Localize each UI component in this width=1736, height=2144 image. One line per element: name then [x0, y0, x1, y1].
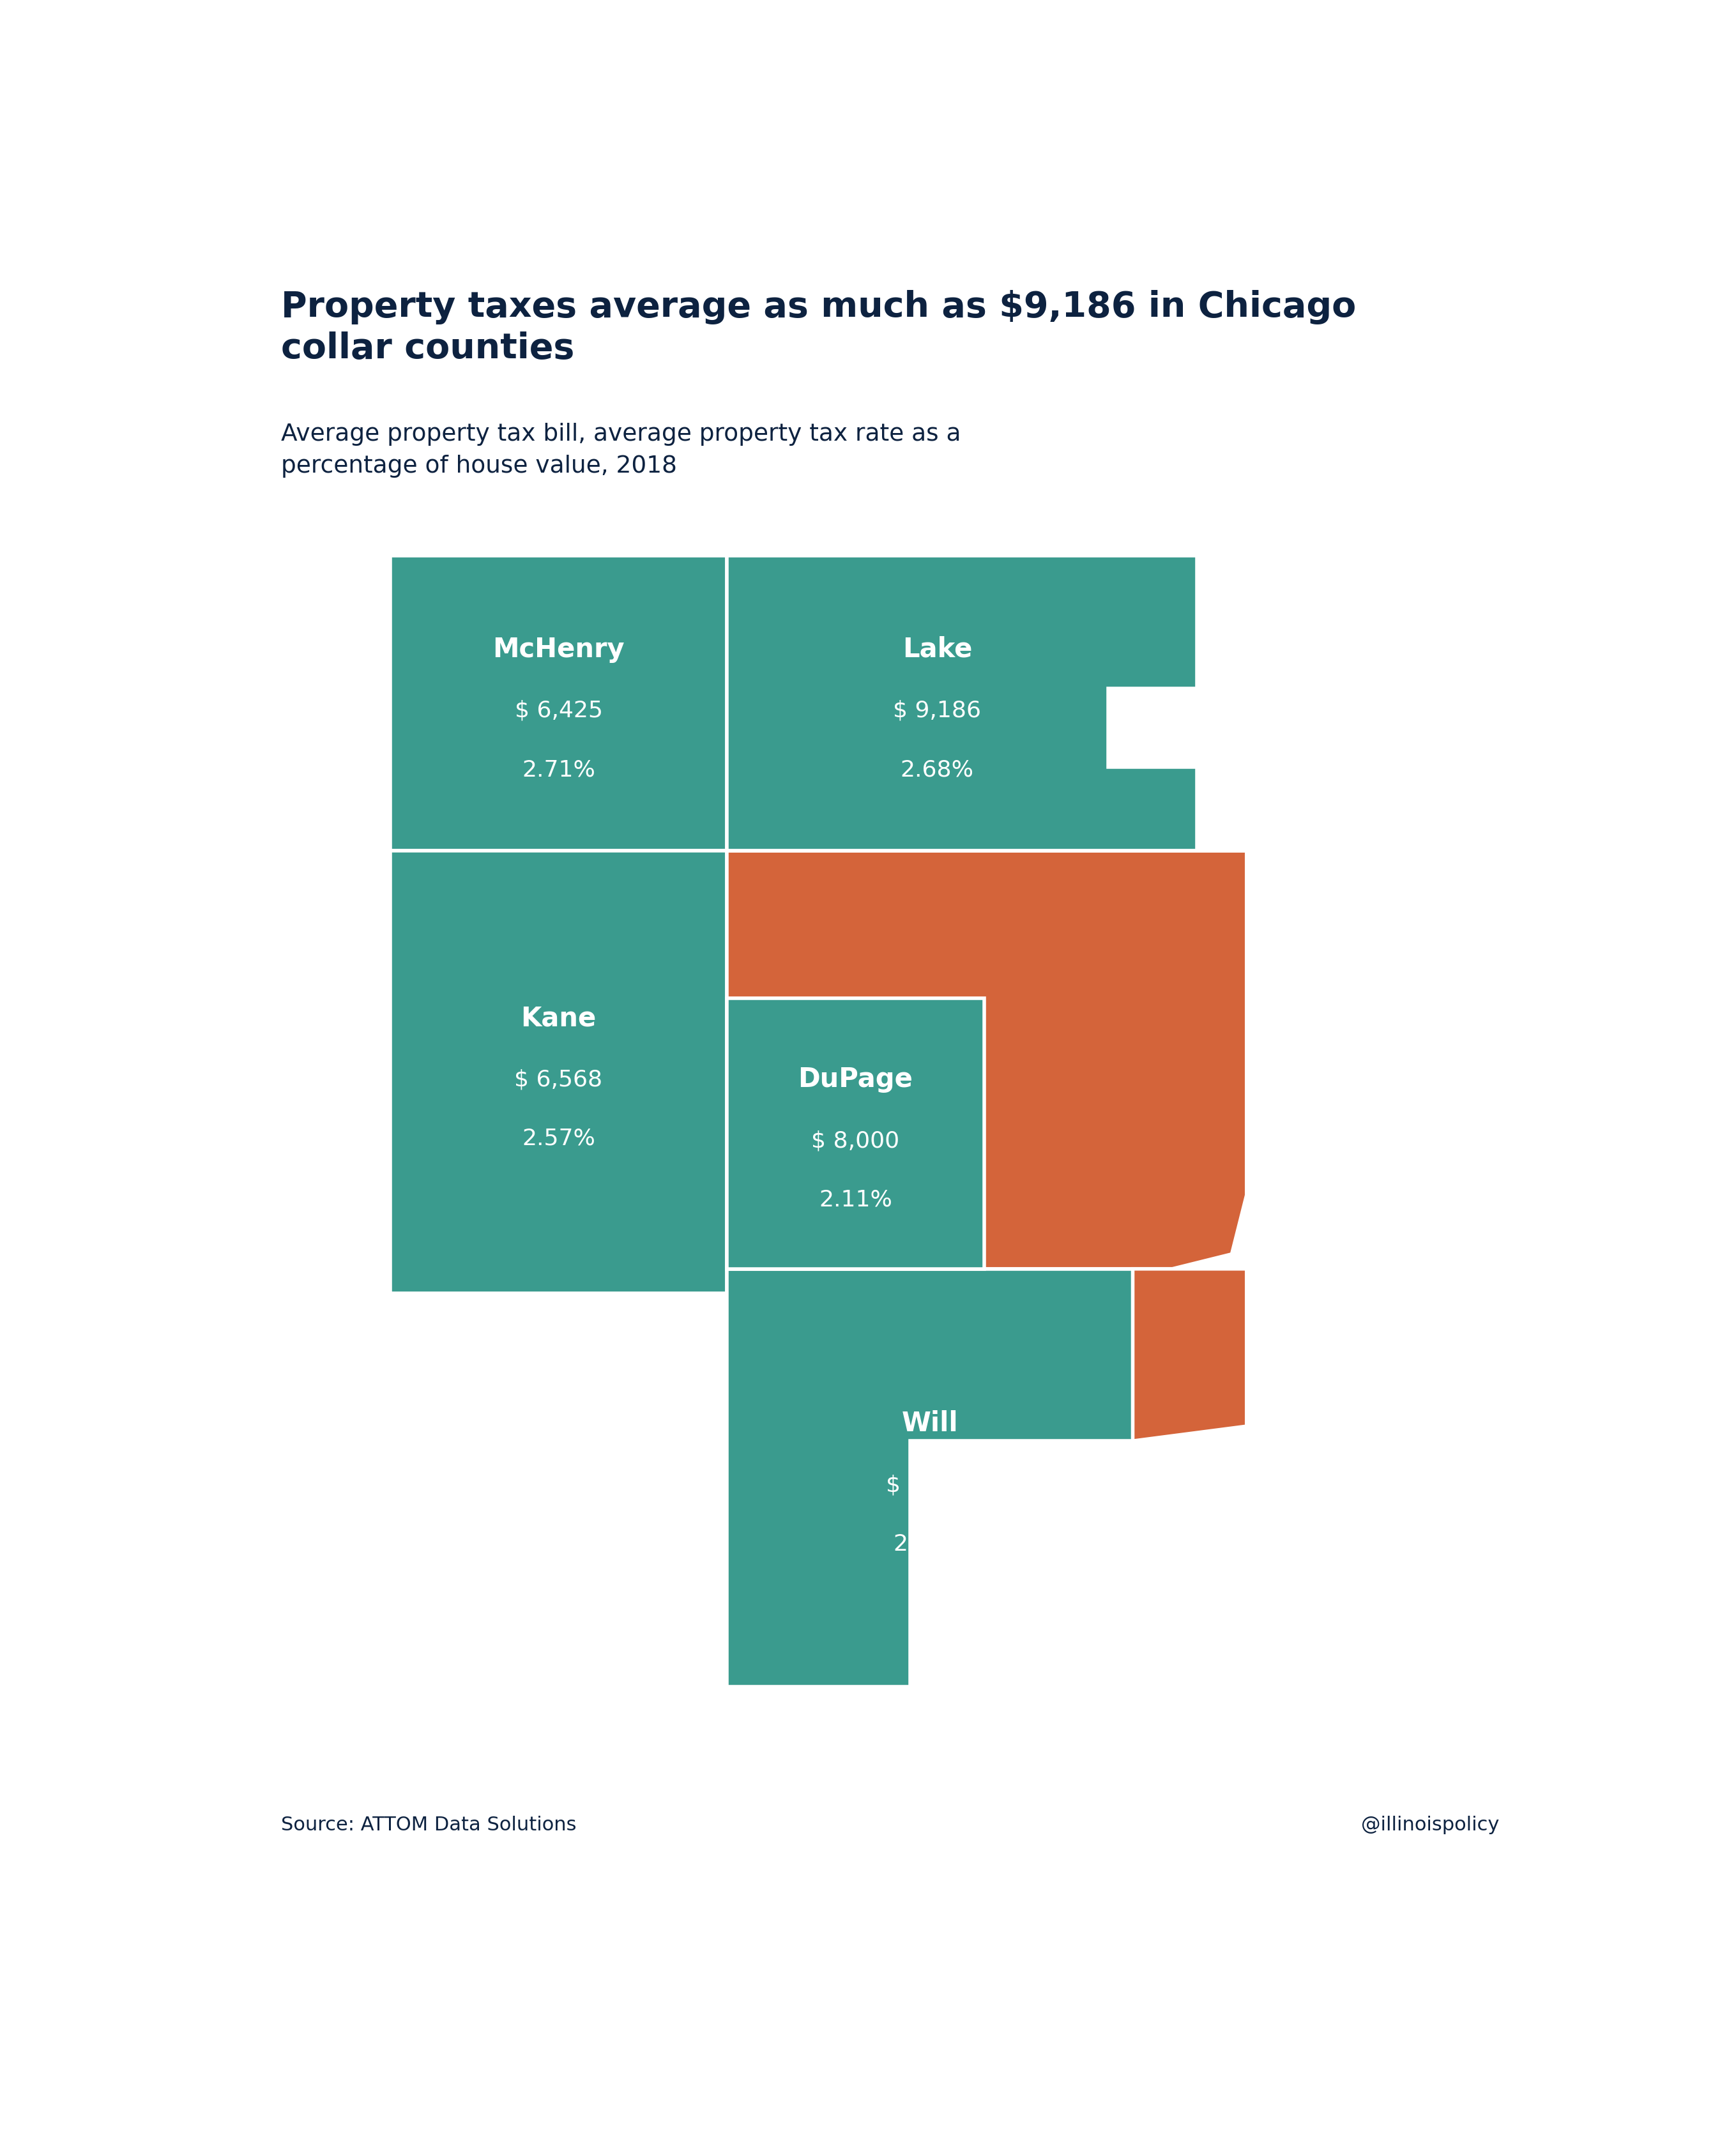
Text: 2.36%: 2.36%: [892, 1533, 967, 1554]
Text: 2.57%: 2.57%: [523, 1128, 595, 1149]
Text: DuPage: DuPage: [799, 1066, 913, 1093]
Polygon shape: [727, 1269, 1134, 1687]
Text: 2.68%: 2.68%: [901, 759, 974, 780]
Text: Source: ATTOM Data Solutions: Source: ATTOM Data Solutions: [281, 1816, 576, 1835]
Text: McHenry: McHenry: [493, 637, 625, 662]
Text: $ 5,728: $ 5,728: [885, 1475, 974, 1497]
Text: 2.71%: 2.71%: [523, 759, 595, 780]
Polygon shape: [1134, 1269, 1246, 1441]
Text: 2.11%: 2.11%: [819, 1190, 892, 1211]
Polygon shape: [391, 851, 727, 1293]
Text: $ 6,425: $ 6,425: [514, 699, 602, 723]
Text: $ 8,000: $ 8,000: [811, 1130, 899, 1151]
Text: $ 9,186: $ 9,186: [892, 699, 981, 723]
Text: Will: Will: [901, 1411, 958, 1436]
Text: Kane: Kane: [521, 1006, 595, 1031]
Polygon shape: [727, 851, 1246, 1269]
Text: Average property tax bill, average property tax rate as a
percentage of house va: Average property tax bill, average prope…: [281, 422, 962, 478]
Polygon shape: [727, 555, 1198, 851]
Text: $ 6,568: $ 6,568: [514, 1068, 602, 1091]
Text: Lake: Lake: [903, 637, 972, 662]
Polygon shape: [727, 999, 984, 1269]
Text: Property taxes average as much as $9,186 in Chicago
collar counties: Property taxes average as much as $9,186…: [281, 289, 1356, 367]
Text: @illinoispolicy: @illinoispolicy: [1361, 1816, 1500, 1835]
Polygon shape: [391, 555, 727, 851]
